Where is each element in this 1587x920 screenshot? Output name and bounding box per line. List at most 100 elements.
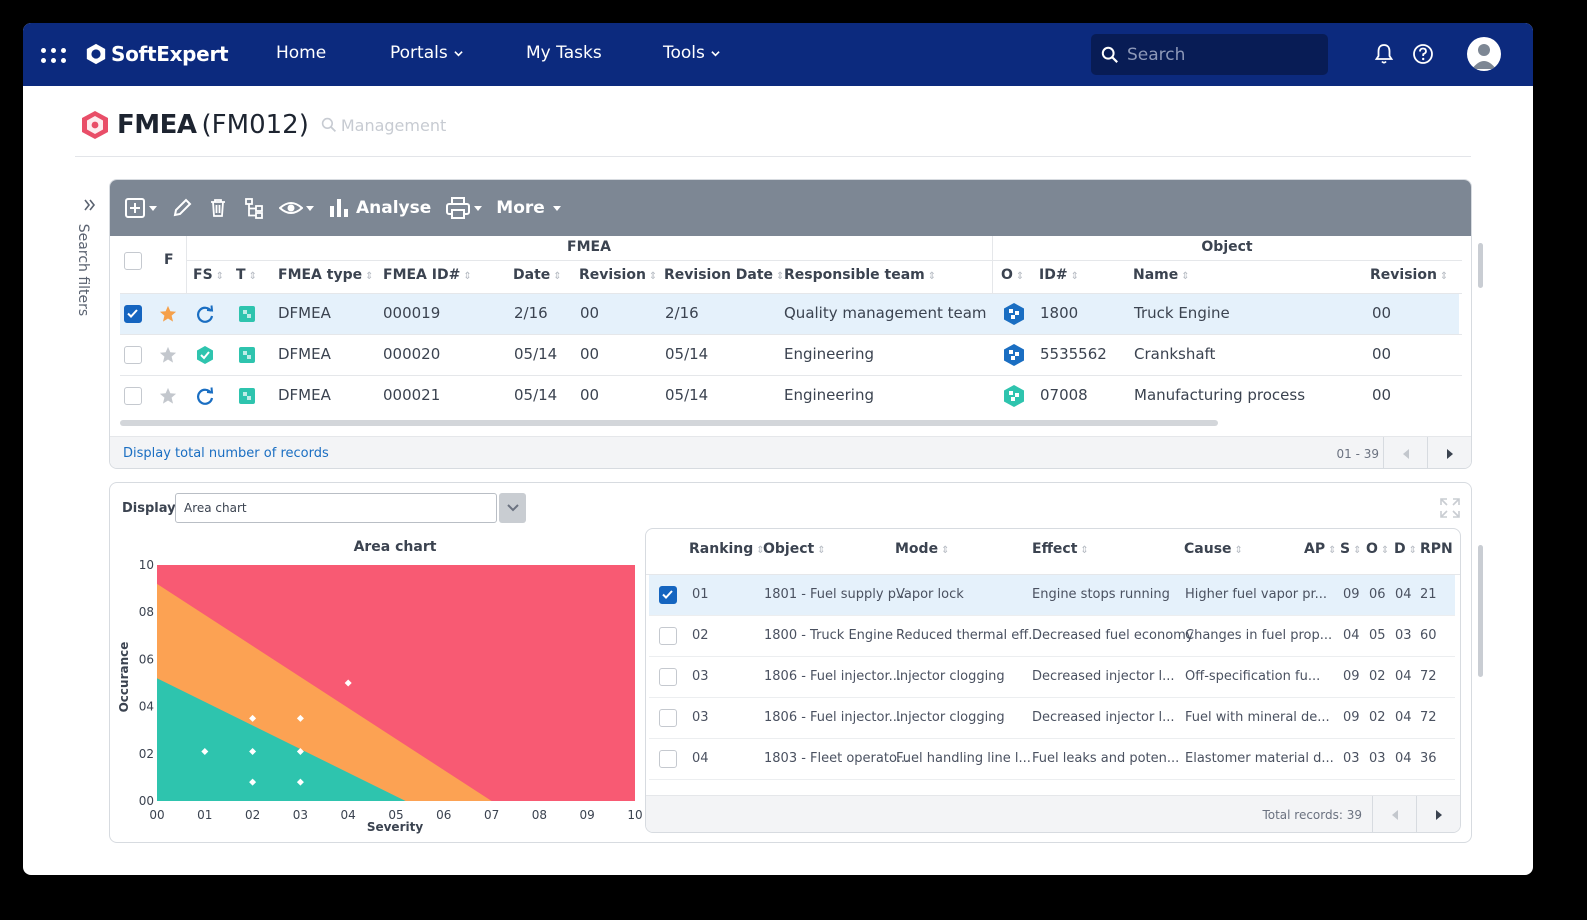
- table-row[interactable]: DFMEA 000020 05/14 00 05/14 Engineering …: [120, 335, 1459, 375]
- col-header-cause[interactable]: Cause ⇕: [1184, 541, 1243, 557]
- col-header-favorite[interactable]: F: [164, 252, 174, 268]
- sort-icon: ⇕: [776, 271, 785, 282]
- x-tick-label: 05: [388, 808, 403, 822]
- global-search-input[interactable]: [1127, 44, 1317, 65]
- display-total-records-link[interactable]: Display total number of records: [123, 446, 329, 461]
- next-page-button[interactable]: [1427, 437, 1471, 468]
- nav-portals[interactable]: Portals: [390, 43, 463, 63]
- delete-button[interactable]: [207, 197, 229, 219]
- star-icon[interactable]: [159, 387, 177, 405]
- notifications-bell-icon[interactable]: [1374, 43, 1394, 69]
- row-checkbox[interactable]: [124, 346, 142, 364]
- col-header-name[interactable]: Name ⇕: [1133, 267, 1190, 283]
- effect: Decreased injector l...: [1032, 669, 1175, 684]
- type-puzzle-icon: [239, 306, 255, 322]
- col-header-effect[interactable]: Effect ⇕: [1032, 541, 1089, 557]
- table-row[interactable]: DFMEA 000021 05/14 00 05/14 Engineering …: [120, 376, 1459, 416]
- analysis-panel: Display Area chart Area chart 00 01 02 03 04…: [109, 482, 1472, 843]
- apps-grid-icon[interactable]: [41, 46, 67, 64]
- col-header-object[interactable]: Object ⇕: [763, 541, 826, 557]
- table-row[interactable]: DFMEA 000019 2/16 00 2/16 Quality manage…: [120, 294, 1459, 334]
- col-header-date-label: Date: [513, 267, 551, 283]
- display-dropdown-button[interactable]: [499, 493, 526, 523]
- col-header-fmea-type[interactable]: FMEA type ⇕: [278, 267, 374, 283]
- col-header-date[interactable]: Date ⇕: [513, 267, 562, 283]
- data-point: [201, 747, 209, 755]
- y-tick-label: 06: [139, 652, 154, 666]
- more-label: More: [496, 198, 545, 218]
- type-puzzle-icon: [239, 347, 255, 363]
- star-icon[interactable]: [159, 305, 177, 323]
- page-scrollbar-lower[interactable]: [1478, 545, 1483, 677]
- col-header-o[interactable]: O ⇕: [1001, 267, 1024, 283]
- global-search[interactable]: [1091, 34, 1328, 75]
- severity: 04: [1343, 628, 1360, 643]
- row-checkbox[interactable]: [659, 586, 677, 604]
- management-search[interactable]: Management: [321, 116, 446, 135]
- row-checkbox[interactable]: [659, 750, 677, 768]
- col-header-fmea-id[interactable]: FMEA ID# ⇕: [383, 267, 472, 283]
- add-button[interactable]: [124, 197, 157, 219]
- mode: Injector clogging: [896, 669, 1005, 684]
- severity: 09: [1343, 710, 1360, 725]
- print-button[interactable]: [445, 196, 483, 220]
- col-header-fs[interactable]: FS ⇕: [193, 267, 224, 283]
- next-page-button[interactable]: [1416, 796, 1460, 832]
- col-header-o-label: O: [1366, 541, 1378, 557]
- row-checkbox[interactable]: [124, 387, 142, 405]
- row-checkbox[interactable]: [659, 668, 677, 686]
- col-header-revision[interactable]: Revision ⇕: [579, 267, 657, 283]
- col-header-ap[interactable]: AP ⇕: [1304, 541, 1337, 557]
- analyse-button[interactable]: Analyse: [328, 197, 431, 219]
- row-checkbox[interactable]: [659, 627, 677, 645]
- list-item[interactable]: 04 1803 - Fleet operato... Fuel handling…: [649, 739, 1455, 780]
- col-header-s[interactable]: S ⇕: [1340, 541, 1361, 557]
- col-header-object-revision[interactable]: Revision ⇕: [1370, 267, 1448, 283]
- col-header-responsible-team[interactable]: Responsible team ⇕: [784, 267, 936, 283]
- row-checkbox[interactable]: [124, 305, 142, 323]
- col-header-rpn[interactable]: RPN: [1420, 541, 1453, 557]
- col-header-o[interactable]: O ⇕: [1366, 541, 1389, 557]
- col-header-id[interactable]: ID# ⇕: [1039, 267, 1079, 283]
- date: 05/14: [514, 386, 558, 404]
- fmea-id: 000020: [383, 345, 441, 363]
- list-item[interactable]: 03 1806 - Fuel injector... Injector clog…: [649, 657, 1455, 698]
- expand-button[interactable]: [1439, 497, 1461, 523]
- user-avatar[interactable]: [1467, 37, 1501, 71]
- nav-home[interactable]: Home: [276, 43, 326, 63]
- col-header-d[interactable]: D ⇕: [1394, 541, 1417, 557]
- edit-button[interactable]: [171, 197, 193, 219]
- object-blue-icon: [1004, 344, 1024, 366]
- more-button[interactable]: More: [496, 198, 561, 218]
- col-header-mode[interactable]: Mode ⇕: [895, 541, 949, 557]
- nav-tools[interactable]: Tools: [663, 43, 720, 63]
- list-item[interactable]: 02 1800 - Truck Engine Reduced thermal e…: [649, 616, 1455, 657]
- list-item[interactable]: 03 1806 - Fuel injector... Injector clog…: [649, 698, 1455, 739]
- prev-page-button[interactable]: [1372, 796, 1416, 832]
- row-divider: [120, 334, 1462, 335]
- col-header-t[interactable]: T ⇕: [236, 267, 257, 283]
- object-id: 07008: [1040, 386, 1088, 404]
- col-header-ranking[interactable]: Ranking ⇕: [689, 541, 765, 557]
- row-checkbox[interactable]: [659, 709, 677, 727]
- list-item[interactable]: 01 1801 - Fuel supply p... Vapor lock En…: [649, 575, 1455, 616]
- x-tick-label: 10: [627, 808, 642, 822]
- search-filters-toggle[interactable]: Search filters: [75, 198, 101, 318]
- revision-date: 2/16: [665, 304, 699, 322]
- col-header-cause-label: Cause: [1184, 541, 1232, 557]
- ranking: 02: [692, 628, 709, 643]
- horizontal-scrollbar[interactable]: [120, 420, 1218, 426]
- select-all-checkbox[interactable]: [124, 252, 142, 270]
- nav-my-tasks[interactable]: My Tasks: [526, 43, 602, 63]
- ranking: 03: [692, 710, 709, 725]
- star-icon[interactable]: [159, 346, 177, 364]
- data-point: [296, 778, 304, 786]
- page-scrollbar-upper[interactable]: [1478, 243, 1483, 288]
- prev-page-button[interactable]: [1383, 437, 1427, 468]
- hierarchy-button[interactable]: [243, 197, 265, 219]
- view-button[interactable]: [279, 197, 314, 219]
- brand-logo[interactable]: SoftExpert: [85, 41, 229, 67]
- help-icon[interactable]: [1412, 43, 1434, 69]
- display-select[interactable]: Area chart: [175, 493, 497, 523]
- col-header-revision-date[interactable]: Revision Date ⇕: [664, 267, 784, 283]
